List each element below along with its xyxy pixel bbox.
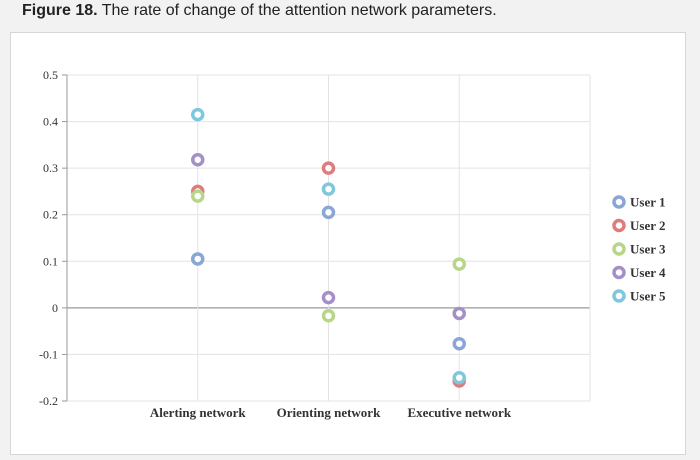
legend-label: User 2 bbox=[630, 218, 666, 233]
x-category-label: Orienting network bbox=[277, 405, 381, 420]
data-point-user-1 bbox=[452, 336, 466, 351]
data-point-user-1 bbox=[321, 205, 336, 220]
chart-panel bbox=[10, 32, 686, 455]
x-category-label: Executive network bbox=[407, 405, 511, 420]
caption-label: Figure 18. bbox=[22, 2, 98, 19]
points-layer bbox=[191, 107, 466, 388]
grid-layer bbox=[67, 74, 591, 402]
legend-label: User 3 bbox=[630, 242, 666, 257]
data-point-user-5 bbox=[452, 370, 466, 385]
legend: User 1 User 2 User 3 User 4 User 5 bbox=[612, 195, 666, 304]
data-point-user-2 bbox=[321, 161, 336, 175]
legend-marker bbox=[612, 218, 626, 233]
data-point-user-5 bbox=[321, 182, 336, 196]
data-point-user-3 bbox=[321, 309, 336, 323]
y-tick-label: 0.1 bbox=[43, 254, 58, 268]
data-point-user-4 bbox=[191, 153, 205, 167]
y-tick-label: 0.5 bbox=[43, 68, 58, 82]
y-tick-label: 0.2 bbox=[43, 208, 58, 222]
figure-caption: Figure 18. The rate of change of the att… bbox=[22, 2, 497, 20]
data-point-user-4 bbox=[452, 306, 466, 321]
data-point-user-4 bbox=[321, 290, 336, 305]
legend-marker bbox=[612, 242, 626, 256]
y-tick-label: 0 bbox=[52, 301, 58, 315]
axes-layer: -0.2 -0.1 0 0.1 0.2 0.3 0.4 0.5 Alerting network… bbox=[39, 68, 512, 420]
legend-marker bbox=[612, 289, 626, 303]
legend-label: User 1 bbox=[630, 195, 666, 210]
data-point-user-3 bbox=[452, 257, 466, 271]
caption-text: The rate of change of the attention netw… bbox=[101, 2, 497, 19]
legend-label: User 4 bbox=[630, 265, 666, 280]
y-tick-label: -0.1 bbox=[39, 347, 58, 361]
y-tick-label: 0.3 bbox=[43, 161, 58, 175]
y-tick-label: 0.4 bbox=[43, 115, 58, 129]
data-point-user-1 bbox=[191, 252, 205, 266]
legend-marker bbox=[612, 195, 626, 209]
legend-label: User 5 bbox=[630, 289, 666, 304]
data-point-user-5 bbox=[191, 107, 205, 122]
legend-marker bbox=[612, 265, 626, 280]
data-point-user-3 bbox=[191, 189, 205, 203]
x-category-label: Alerting network bbox=[150, 405, 246, 420]
y-tick-label: -0.2 bbox=[39, 394, 58, 408]
